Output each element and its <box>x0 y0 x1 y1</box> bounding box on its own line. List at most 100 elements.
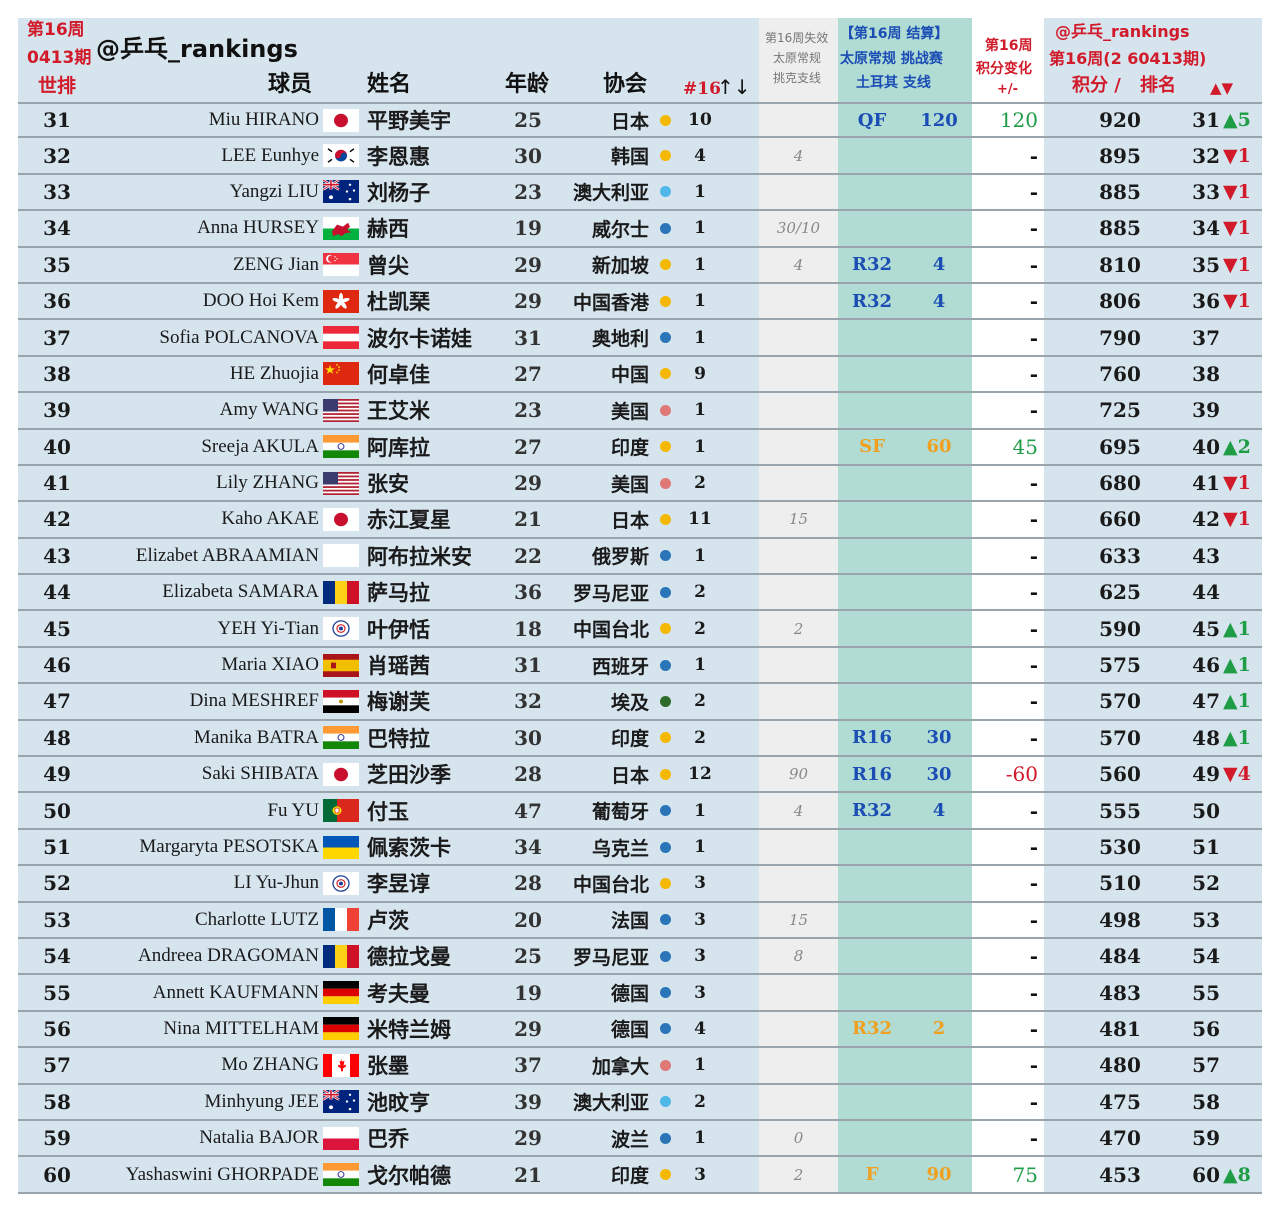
lost-header-line3: 挑克支线 <box>773 71 822 85</box>
association: 威尔士 <box>591 218 649 241</box>
association: 中国台北 <box>572 619 649 642</box>
world-rank: 37 <box>43 325 71 350</box>
sort-arrows-icon[interactable]: ↑↓ <box>717 75 751 99</box>
points-change: - <box>1029 216 1038 241</box>
player-name: Margaryta PESOTSKA <box>139 836 319 857</box>
result-round: F <box>865 1164 879 1186</box>
usa-flag-icon <box>323 466 359 500</box>
points-change: - <box>1029 1016 1038 1041</box>
rank-movement: ▼1 <box>1223 144 1251 167</box>
points-change: - <box>1029 361 1038 386</box>
player-age: 21 <box>514 507 542 532</box>
lost-points <box>759 830 838 864</box>
week-count: 1 <box>694 291 706 312</box>
lost-points <box>759 430 838 464</box>
total-points: 885 <box>1099 179 1141 204</box>
week-count: 1 <box>694 655 706 676</box>
issue-label: 0413期 <box>27 48 92 68</box>
lost-points <box>759 393 838 427</box>
ranking-sheet: 第16周 0413期 世排 @乒乓_rankings 球员 姓名 年龄 协会 #… <box>18 18 1262 1194</box>
association-dot-icon <box>657 175 673 209</box>
player-name: Anna HURSEY <box>197 217 319 239</box>
result-round: R32 <box>851 1018 892 1040</box>
total-points: 725 <box>1099 398 1141 423</box>
rank-movement <box>1223 1012 1262 1046</box>
total-points: 570 <box>1099 725 1141 750</box>
usa-flag-icon <box>323 393 359 427</box>
result-round <box>838 1048 906 1082</box>
table-row: 41 Lily ZHANG 张安 29 美国 2-680 41 ▼1 <box>18 466 1262 503</box>
lost-points <box>759 284 838 318</box>
china-flag-icon <box>323 357 359 391</box>
new-rank: 55 <box>1192 980 1220 1005</box>
right-issue: 第16周(2 60413期) <box>1049 49 1207 68</box>
total-points: 560 <box>1099 762 1141 787</box>
total-points: 680 <box>1099 471 1141 496</box>
world-rank: 31 <box>43 108 71 133</box>
world-rank: 36 <box>43 289 71 314</box>
player-chinese-name: 刘杨子 <box>367 180 430 205</box>
week-count: 1 <box>694 800 706 821</box>
player-name: Charlotte LUTZ <box>195 908 319 930</box>
player-chinese-name: 考夫曼 <box>367 981 430 1006</box>
player-chinese-name: 肖瑶茜 <box>367 654 430 679</box>
points-change: - <box>1029 725 1038 750</box>
player-age: 23 <box>514 398 542 423</box>
world-rank: 52 <box>43 871 71 896</box>
association: 罗马尼亚 <box>572 946 649 969</box>
week-count: 2 <box>694 582 706 603</box>
association-dot-icon <box>657 793 673 827</box>
table-row: 34 Anna HURSEY 赫西 19 威尔士 1 30/10-885 34 ▼1 <box>18 211 1262 248</box>
rank-movement <box>1223 539 1262 573</box>
result-points <box>906 684 972 718</box>
association: 埃及 <box>610 691 649 714</box>
world-rank: 49 <box>43 762 71 787</box>
week-count: 1 <box>694 1128 706 1149</box>
rank-movement: ▼1 <box>1223 217 1251 240</box>
result-round <box>838 466 906 500</box>
table-row: 52 LI Yu-Jhun 李昱谆 28 中国台北 3 - 510 52 <box>18 866 1262 903</box>
player-age: 19 <box>514 216 542 241</box>
india-flag-icon <box>323 721 359 755</box>
player-name: Yangzi LIU <box>229 180 319 202</box>
lost-points <box>759 357 838 391</box>
lost-points: 2 <box>793 1165 804 1184</box>
rank-movement <box>1223 320 1262 354</box>
player-age: 31 <box>514 653 542 678</box>
change-column-bg <box>972 18 1044 1194</box>
result-round <box>838 539 906 573</box>
player-age: 25 <box>514 944 542 969</box>
world-rank: 39 <box>43 398 71 423</box>
result-points: 4 <box>932 290 946 312</box>
lost-points <box>759 575 838 609</box>
week-label: 第16周 <box>27 20 85 40</box>
lost-points: 4 <box>793 146 804 165</box>
association: 美国 <box>610 400 649 423</box>
lost-points: 0 <box>793 1129 804 1148</box>
result-points <box>906 866 972 900</box>
points-header: 积分 / <box>1072 75 1121 96</box>
total-points: 481 <box>1099 1016 1141 1041</box>
association-dot-icon <box>657 393 673 427</box>
association-dot-icon <box>657 466 673 500</box>
player-name: DOO Hoi Kem <box>202 290 319 312</box>
table-row: 40 Sreeja AKULA 阿库拉 27 印度 1 SF 60 45 695 40 ▲2 <box>18 430 1262 466</box>
new-rank: 37 <box>1192 325 1220 350</box>
rank-movement: ▲1 <box>1223 726 1251 749</box>
rank-movement: ▼1 <box>1223 290 1251 313</box>
new-rank: 41 <box>1192 471 1220 496</box>
points-change: - <box>1029 1126 1038 1151</box>
player-name: Andreea DRAGOMAN <box>138 945 319 967</box>
lost-points-column-bg <box>759 18 838 1194</box>
rank-movement: ▲2 <box>1223 435 1251 458</box>
lost-points <box>759 1048 838 1082</box>
lost-points: 15 <box>788 510 809 529</box>
result-round <box>838 684 906 718</box>
player-chinese-name: 叶伊恬 <box>367 617 430 642</box>
points-change: - <box>1029 507 1038 532</box>
new-rank: 44 <box>1192 580 1220 605</box>
association: 印度 <box>610 728 649 751</box>
change-header-title: 第16周 <box>985 38 1033 54</box>
lost-points: 2 <box>793 619 804 638</box>
result-points: 4 <box>932 254 946 276</box>
